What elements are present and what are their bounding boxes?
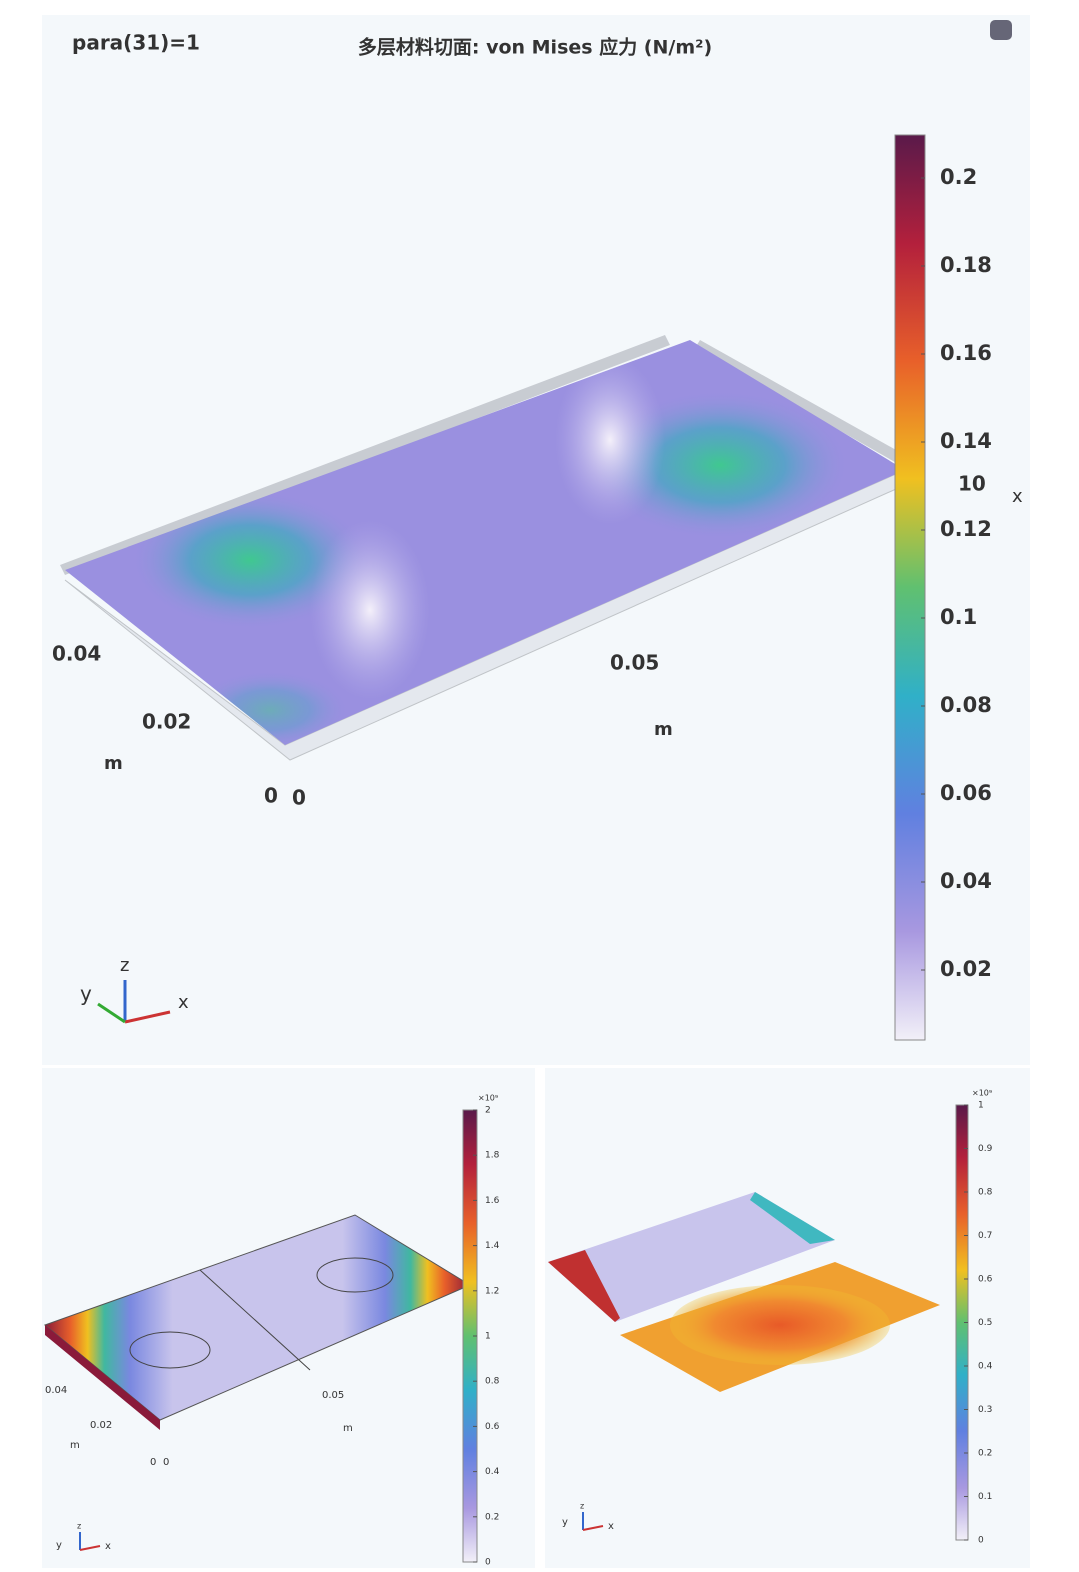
colorbar-tick-label: 1 [978,1101,984,1111]
colorbar-tick-label: 0.2 [485,1512,499,1522]
colorbar-exponent: ×10⁹ [478,1094,498,1103]
y-unit: m [104,753,123,774]
triad-label: z [77,1522,81,1531]
plate-line [199,1269,311,1371]
sheet-upper-edge [548,1250,620,1322]
colorbar-tick-label: 0.06 [940,781,992,805]
colorbar-tick-label: 0.8 [978,1188,993,1198]
plate-circle [129,1331,211,1369]
colorbar-tick-label: 0.3 [978,1405,992,1415]
colorbar-tick-label: 1.2 [485,1286,499,1296]
y-unit: m [70,1440,80,1451]
colorbar-tick-label: 0.18 [940,253,992,277]
y-tick: 0.04 [45,1385,67,1396]
triad-label: x [178,992,189,1013]
colorbar-tick-label: 1.6 [485,1196,500,1206]
x-tick: 0 [292,786,306,810]
plate-side [45,1325,160,1430]
colorbar-tick-label: 1 [485,1332,491,1342]
colorbar-tick-label: 0.1 [978,1492,992,1502]
axis-triad: y z x [80,955,189,1024]
y-tick: 0.04 [52,642,101,666]
triad-label: x [105,1541,111,1552]
colorbar-tick-label: 0 [485,1558,491,1568]
colorbar-tick-label: 0.14 [940,429,992,453]
sheet-upper [548,1192,835,1322]
colorbar-tick-label: 0.9 [978,1144,993,1154]
colorbar-tick-label: 0.02 [940,957,992,981]
colorbar-tick-label: 0.1 [940,605,977,629]
sheet-upper-edge [750,1192,835,1244]
colorbar-tick-label: 2 [485,1106,491,1116]
triad-label: y [562,1517,568,1528]
y-tick: 0 [150,1457,156,1468]
triad-label: y [56,1540,62,1551]
colorbar-tick-label: 0.4 [485,1467,500,1477]
axis-triad: y z x [562,1502,614,1533]
sheet-lower-hot [670,1285,890,1365]
y-tick: 0 [264,784,278,808]
colorbar-tick-label: 0.8 [485,1377,500,1387]
colorbar-tick-label: 0.2 [978,1449,992,1459]
colorbar-tick-label: 0.2 [940,165,977,189]
y-tick: 0.02 [142,710,191,734]
x-tick: 0 [163,1457,169,1468]
toolbar-icon[interactable] [990,20,1012,40]
triad-label: y [80,982,92,1006]
colorbar-exponent: ×10⁹ [972,1089,992,1098]
colorbar-tick-label: 0.16 [940,341,992,365]
colorbar-tick-label: 0.4 [978,1362,993,1372]
colorbar-tick-label: 0 [978,1536,984,1546]
colorbar [894,134,926,1041]
colorbar-tick-label: 0.7 [978,1231,992,1241]
x-tick: 0.05 [322,1390,344,1401]
plate-edge [695,340,905,465]
plate-edge [60,335,670,575]
para-label: para(31)=1 [72,31,200,55]
axis-triad: y z x [56,1522,111,1553]
colorbar-tick-label: 0.6 [485,1422,500,1432]
colorbar-tick-label: 1.4 [485,1241,500,1251]
plate-circle [316,1257,394,1293]
plot-title: 多层材料切面: von Mises 应力 (N/m²) [358,36,712,59]
triad-label: x [608,1521,614,1532]
triad-label: z [120,955,129,976]
colorbar-tick-label: 0.5 [978,1318,992,1328]
triad-label: z [580,1502,584,1511]
side-label: 10 [958,472,986,496]
colorbar-tick-label: 1.8 [485,1151,500,1161]
colorbar-tick-label: 0.04 [940,869,992,893]
x-unit: m [343,1423,353,1434]
x-unit: m [654,719,673,740]
colorbar-tick-label: 0.08 [940,693,992,717]
x-tick: 0.05 [610,651,659,675]
y-tick: 0.02 [90,1420,112,1431]
colorbar-tick-label: 0.6 [978,1275,993,1285]
colorbar-tick-label: 0.12 [940,517,992,541]
side-label: x [1012,486,1023,507]
